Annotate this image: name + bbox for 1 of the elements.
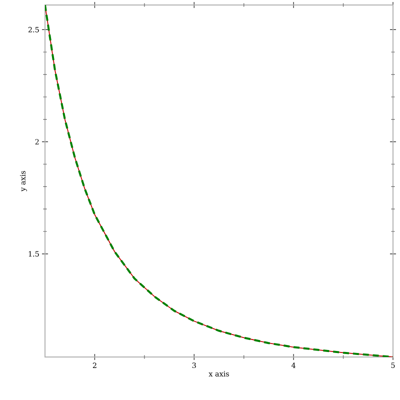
line-series [45,4,393,357]
